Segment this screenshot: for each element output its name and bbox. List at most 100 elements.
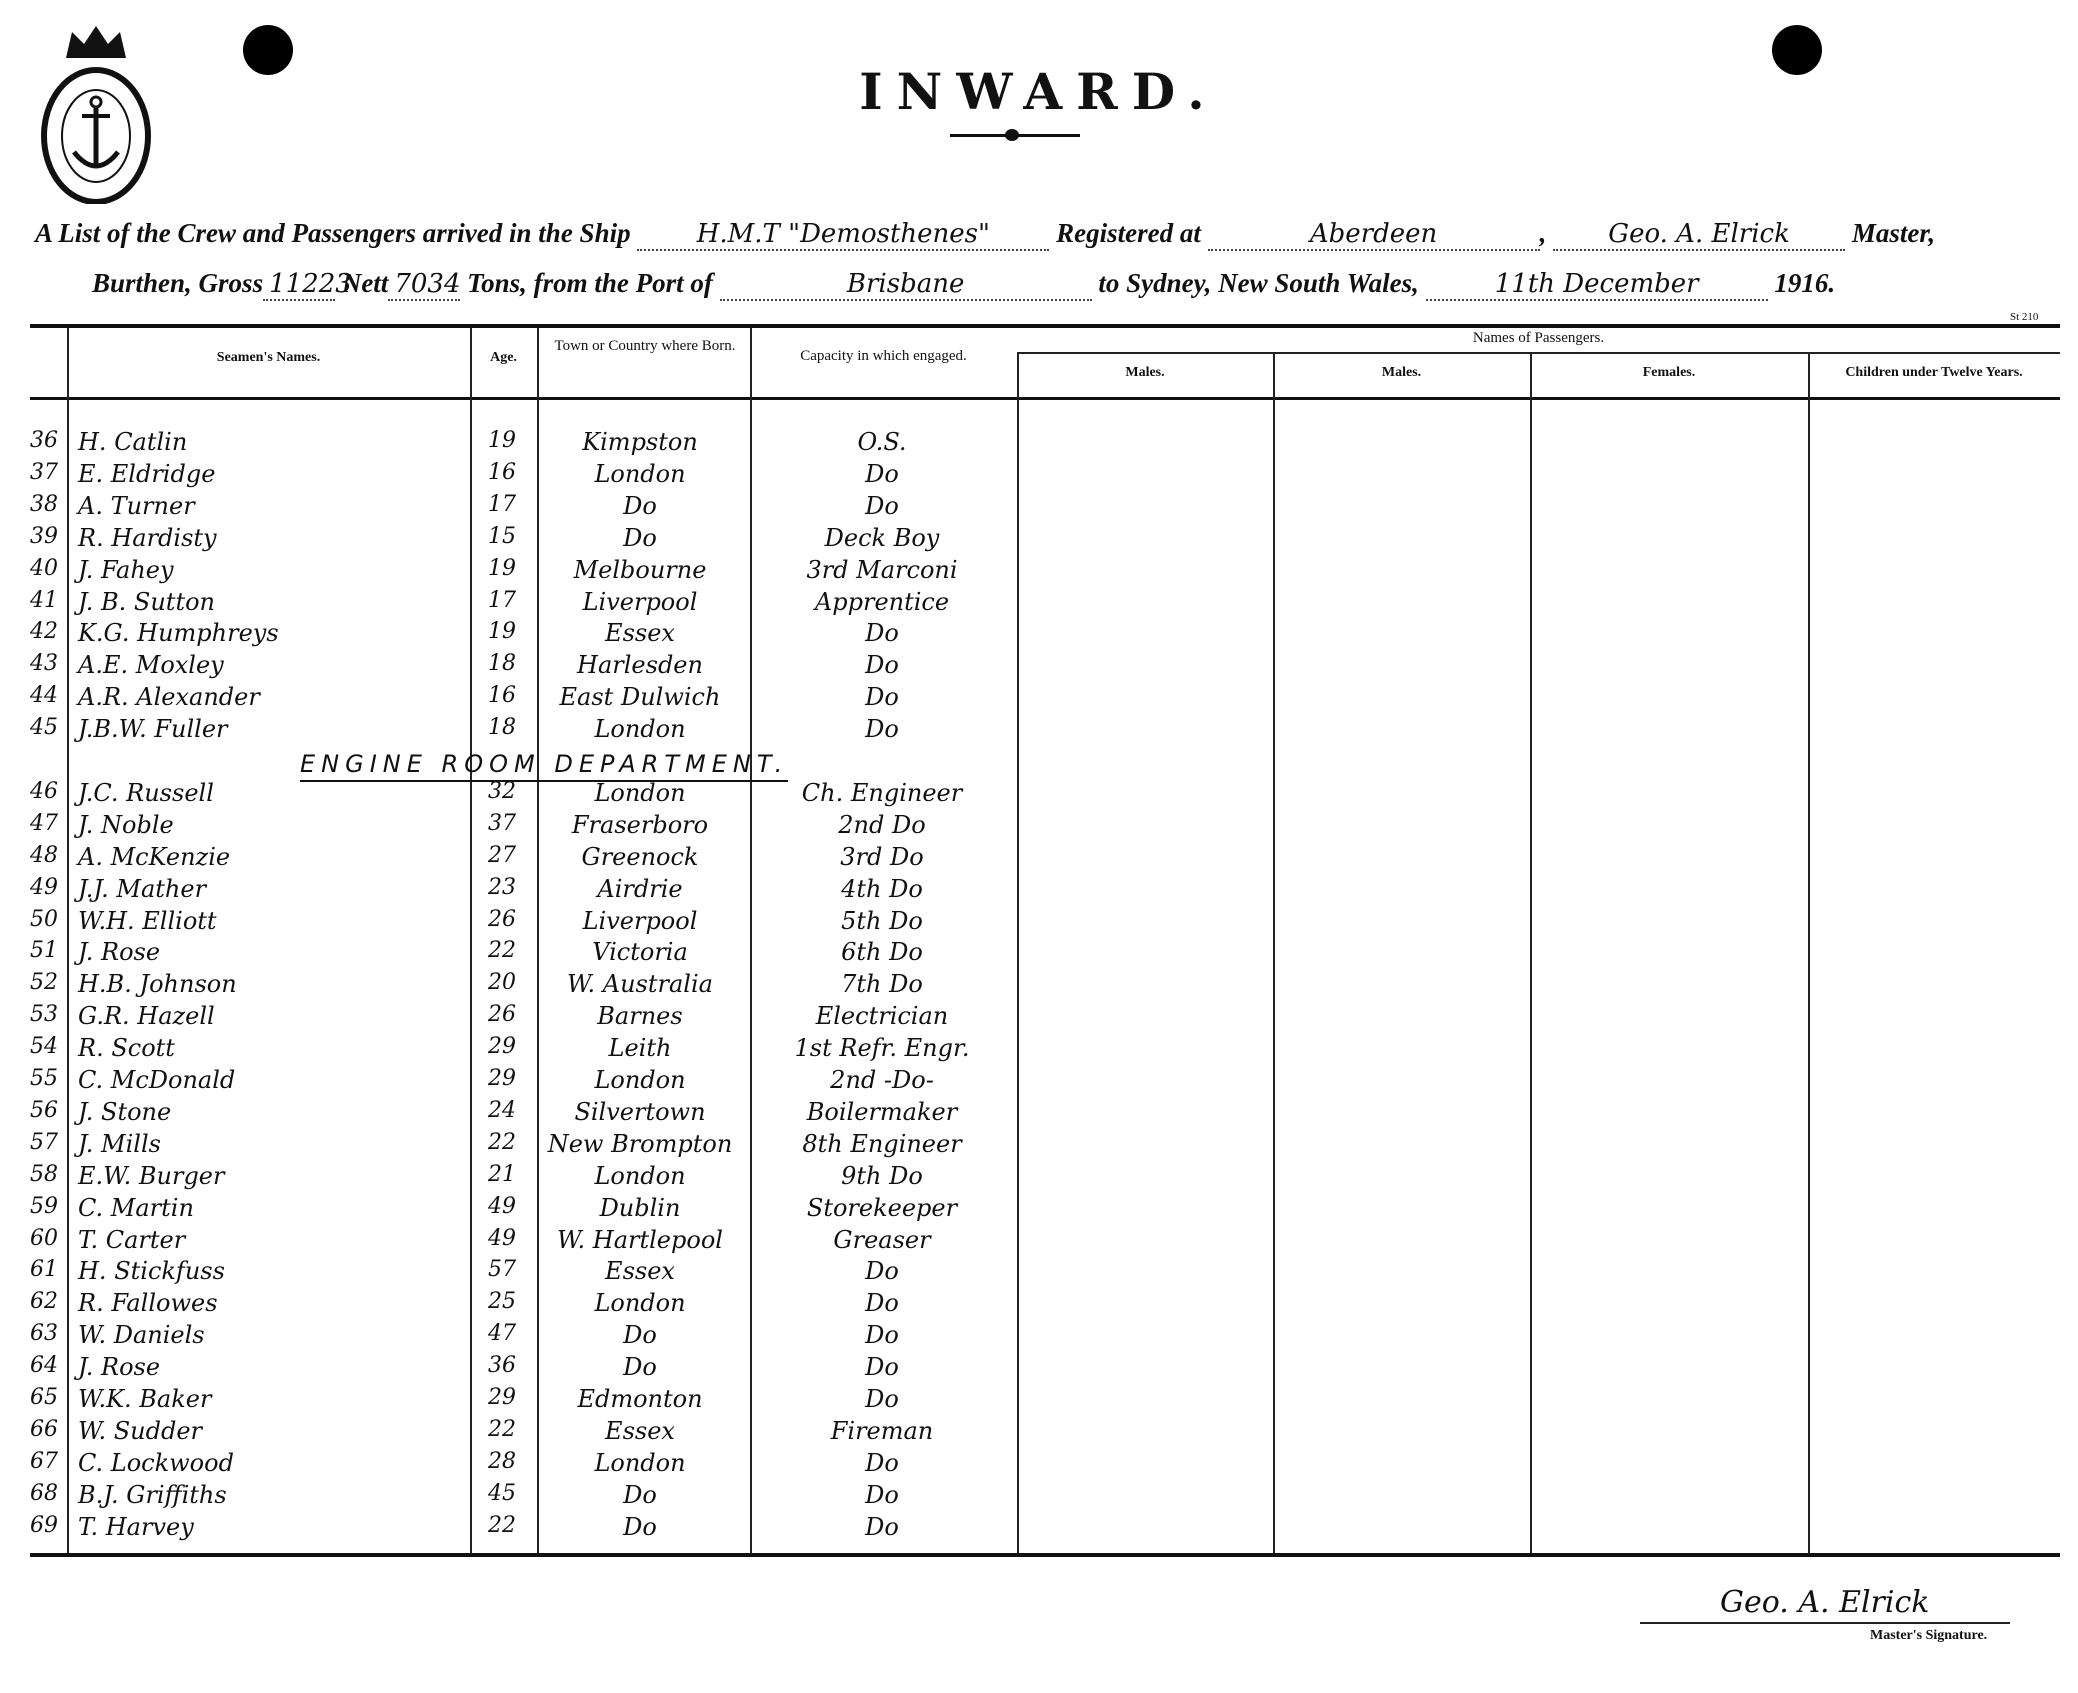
capacity: Do (865, 1512, 899, 1541)
registered-port: Aberdeen (1207, 219, 1540, 251)
row-number: 44 (30, 683, 58, 709)
seaman-name: E. Eldridge (78, 459, 216, 488)
age: 22 (488, 1512, 516, 1538)
town-born: Airdrie (597, 874, 683, 903)
age: 29 (488, 1034, 516, 1060)
seaman-name: H. Catlin (78, 428, 188, 456)
town-born: London (594, 715, 686, 744)
age: 49 (488, 1225, 516, 1251)
page-title: INWARD. (859, 62, 1219, 121)
town-born: London (594, 1161, 686, 1190)
age: 24 (488, 1097, 516, 1123)
capacity: 2nd Do (838, 810, 926, 839)
form-code: St 210 (2010, 311, 2039, 323)
seaman-name: H. Stickfuss (78, 1257, 225, 1286)
header-label: Burthen, Gross (92, 268, 264, 298)
arrival-year: 1916. (1774, 268, 1836, 298)
age: 16 (488, 459, 516, 485)
header-label: Registered at (1056, 218, 1201, 248)
table-bottom-rule (30, 1553, 2060, 1557)
age: 57 (488, 1257, 516, 1283)
capacity: Do (865, 715, 899, 744)
capacity: Do (865, 1480, 899, 1509)
town-born: Do (623, 523, 657, 552)
row-number: 64 (30, 1353, 58, 1379)
row-number: 69 (30, 1512, 58, 1538)
age: 47 (488, 1321, 516, 1347)
row-number: 40 (30, 555, 58, 581)
age: 23 (488, 874, 516, 900)
seaman-name: J.J. Mather (78, 874, 207, 903)
age: 18 (488, 715, 516, 741)
capacity: 1st Refr. Engr. (794, 1034, 970, 1063)
capacity: 9th Do (841, 1161, 923, 1190)
town-born: Do (623, 1321, 657, 1350)
seaman-name: T. Harvey (78, 1512, 194, 1541)
town-born: Liverpool (582, 587, 698, 616)
capacity: Do (865, 1385, 899, 1413)
seaman-name: J. Rose (78, 938, 161, 967)
row-number: 48 (30, 842, 58, 868)
age: 16 (488, 683, 516, 709)
town-born: London (594, 459, 686, 488)
age: 26 (488, 906, 516, 932)
column-divider (1273, 352, 1275, 1553)
seaman-name: R. Scott (78, 1034, 175, 1063)
row-number: 58 (30, 1161, 58, 1187)
age: 29 (488, 1385, 516, 1410)
col-males-1: Males. (1125, 365, 1165, 380)
town-born: London (594, 1066, 686, 1094)
seaman-name: W.H. Elliott (78, 906, 217, 935)
capacity: Fireman (830, 1416, 934, 1445)
age: 49 (488, 1193, 516, 1219)
town-born: London (594, 778, 686, 807)
age: 19 (488, 428, 516, 453)
age: 21 (488, 1161, 516, 1187)
signature-label: Master's Signature. (1870, 1628, 1988, 1643)
col-females: Females. (1642, 365, 1696, 380)
header-label: Nett (341, 268, 389, 298)
row-number: 51 (30, 938, 58, 964)
town-born: Silvertown (574, 1097, 706, 1126)
col-males-2: Males. (1381, 365, 1422, 380)
title-ornament (950, 129, 1080, 141)
age: 22 (488, 1416, 516, 1442)
capacity: 2nd -Do- (830, 1066, 934, 1094)
seaman-name: E.W. Burger (78, 1161, 225, 1190)
row-number: 56 (30, 1097, 58, 1123)
age: 15 (488, 523, 516, 549)
capacity: Do (865, 651, 899, 680)
age: 45 (488, 1480, 516, 1506)
seaman-name: J. B. Sutton (78, 587, 216, 616)
row-number: 57 (30, 1129, 58, 1155)
header-line-1: A List of the Crew and Passengers arrive… (35, 218, 1936, 251)
row-number: 46 (30, 778, 58, 804)
row-number: 60 (30, 1225, 58, 1251)
capacity: Storekeeper (806, 1193, 958, 1222)
town-born: Essex (605, 1257, 675, 1286)
column-divider (750, 328, 752, 1553)
town-born: Essex (605, 619, 675, 648)
punch-hole-left (243, 25, 293, 75)
town-born: London (594, 1448, 686, 1477)
header-line-2: Burthen, Gross 11223 Nett 7034 Tons, from … (92, 268, 1835, 301)
column-divider (1808, 352, 1810, 1553)
seaman-name: R. Hardisty (78, 523, 217, 552)
seaman-name: R. Fallowes (78, 1289, 218, 1318)
passenger-subrule (1017, 352, 2060, 354)
town-born: Barnes (597, 1002, 683, 1031)
seaman-name: W. Sudder (78, 1416, 203, 1445)
col-passengers: Names of Passengers. (1472, 330, 1605, 346)
row-number: 42 (30, 619, 58, 645)
department-seal-logo (38, 18, 154, 205)
capacity: Ch. Engineer (801, 778, 963, 807)
row-number: 67 (30, 1448, 58, 1474)
town-born: Edmonton (577, 1385, 703, 1413)
town-born: Do (623, 1512, 657, 1541)
town-born: London (594, 1289, 686, 1318)
capacity: 4th Do (841, 874, 923, 903)
age: 28 (488, 1448, 516, 1474)
age: 26 (488, 1002, 516, 1028)
seaman-name: C. McDonald (78, 1066, 236, 1094)
capacity: 7th Do (841, 970, 923, 999)
